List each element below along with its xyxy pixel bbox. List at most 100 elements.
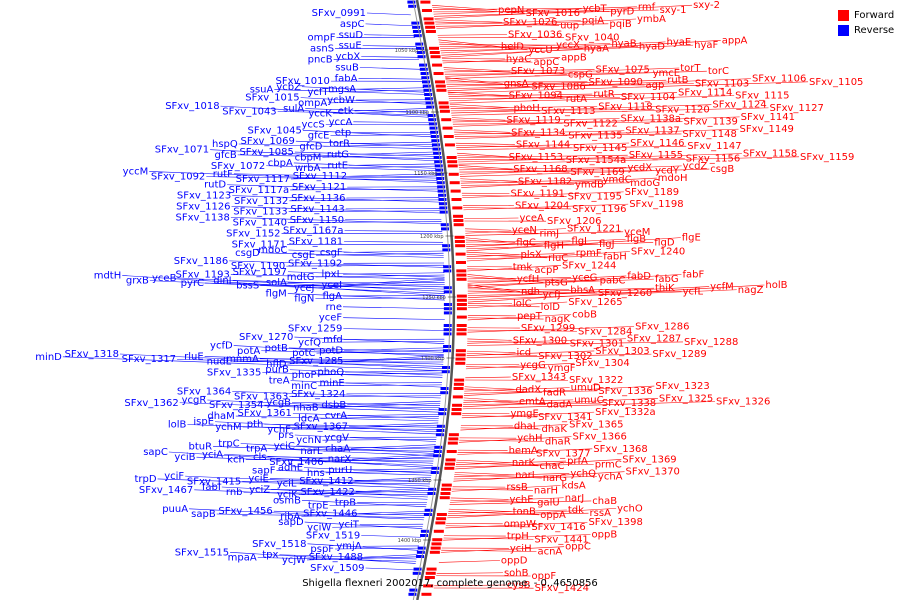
reverse-feature-glyph <box>422 80 431 84</box>
reverse-leader-line <box>364 34 415 36</box>
reverse-leader-line <box>235 415 439 422</box>
forward-gene-label-sfxv-1204: SFxv_1204 <box>515 201 569 212</box>
reverse-leader-line <box>365 23 413 27</box>
forward-leader-line <box>454 131 568 136</box>
reverse-leader-line <box>224 454 434 464</box>
reverse-feature-glyph <box>416 46 425 50</box>
reverse-leader-line <box>301 500 427 508</box>
reverse-feature-glyph <box>443 332 452 336</box>
forward-leader-line <box>435 23 609 27</box>
reverse-leader-line <box>359 67 421 70</box>
forward-gene-label-sxy-2: sxy-2 <box>693 0 720 11</box>
reverse-leader-line <box>257 557 417 562</box>
reverse-gene-label-grxb: grxB <box>126 276 149 287</box>
reverse-gene-label-csgd: csgD <box>235 248 260 259</box>
forward-gene-label-lolc: lolC <box>513 299 532 310</box>
reverse-feature-glyph <box>443 286 452 290</box>
reverse-feature-glyph <box>440 387 449 390</box>
forward-leader-line <box>465 240 571 243</box>
forward-leader-line <box>465 376 511 379</box>
reverse-feature-glyph <box>440 223 449 227</box>
forward-feature-glyph <box>453 223 464 227</box>
forward-gene-label-agp: agp <box>646 80 665 91</box>
reverse-gene-label-sola: solA <box>266 278 287 289</box>
reverse-leader-line <box>231 206 441 214</box>
forward-leader-line <box>440 41 666 54</box>
forward-gene-label-pyrd: pyrD <box>610 7 634 18</box>
forward-leader-line <box>451 107 769 116</box>
forward-gene-label-sfxv-1158: SFxv_1158 <box>743 149 797 160</box>
forward-gene-label-yccu: yccU <box>529 45 553 56</box>
reverse-feature-glyph <box>434 445 443 449</box>
forward-feature-glyph <box>430 55 441 59</box>
forward-feature-glyph <box>439 105 450 109</box>
reverse-leader-line <box>304 521 423 529</box>
forward-gene-label-nagk: nagK <box>545 314 571 325</box>
forward-leader-line <box>438 39 500 47</box>
reverse-leader-line <box>288 347 444 353</box>
reverse-gene-label-sfxv-1138: SFxv_1138 <box>176 212 230 223</box>
forward-feature-glyph <box>451 412 462 416</box>
reverse-feature-glyph <box>442 366 451 369</box>
reverse-gene-label-riba: ribA <box>280 511 300 522</box>
forward-leader-line <box>466 353 652 359</box>
reverse-leader-line <box>298 490 429 495</box>
forward-leader-line <box>467 288 570 291</box>
forward-gene-label-ymdb: ymdB <box>575 179 604 190</box>
reverse-gene-label-sfxv-1193: SFxv_1193 <box>175 270 229 281</box>
forward-leader-line <box>451 104 712 114</box>
forward-gene-label-sfxv-1169: SFxv_1169 <box>570 167 624 178</box>
forward-leader-line <box>456 145 687 151</box>
forward-feature-glyph <box>445 458 456 462</box>
forward-feature-glyph <box>454 240 465 243</box>
forward-feature-glyph <box>431 542 442 546</box>
forward-leader-line <box>467 338 512 341</box>
forward-leader-line <box>434 9 659 17</box>
reverse-gene-label-cbpa: cbpA <box>268 158 293 169</box>
reverse-gene-label-purb: purB <box>265 365 289 376</box>
reverse-leader-line <box>238 143 434 150</box>
forward-leader-line <box>466 256 603 260</box>
forward-gene-label-csgb: csgB <box>710 164 734 175</box>
forward-gene-label-narh: narH <box>534 485 558 496</box>
reverse-gene-label-fabi: fabI <box>202 482 221 493</box>
reverse-leader-line <box>365 567 415 571</box>
forward-feature-glyph <box>454 235 465 239</box>
reverse-leader-line <box>302 130 432 138</box>
forward-gene-label-yche: ychE <box>510 494 534 505</box>
reverse-gene-label-sfxv-1010: SFxv_1010 <box>275 76 329 87</box>
forward-leader-line <box>465 230 539 234</box>
forward-feature-glyph <box>433 529 444 533</box>
reverse-gene-label-sfxv-1043: SFxv_1043 <box>222 106 276 117</box>
reverse-leader-line <box>213 446 435 456</box>
forward-leader-line <box>432 7 525 14</box>
forward-leader-line <box>463 397 519 402</box>
reverse-leader-line <box>361 56 419 58</box>
forward-gene-label-sfxv-1016: SFxv_1016 <box>526 8 580 19</box>
forward-leader-line <box>459 165 682 175</box>
forward-gene-label-sfxv-1341: SFxv_1341 <box>538 412 592 423</box>
forward-gene-label-sfxv-1288: SFxv_1288 <box>684 337 738 348</box>
reverse-feature-glyph <box>433 156 442 159</box>
forward-leader-line <box>441 40 721 58</box>
forward-gene-label-sfxv-1148: SFxv_1148 <box>682 129 736 140</box>
reverse-gene-label-ycic: yciC <box>274 441 295 452</box>
forward-gene-label-sfxv-1338: SFxv_1338 <box>602 398 656 409</box>
forward-feature-glyph <box>426 567 437 571</box>
reverse-leader-line <box>189 508 424 521</box>
reverse-leader-line <box>262 372 443 378</box>
forward-leader-line <box>441 44 694 56</box>
forward-feature-glyph <box>425 30 436 33</box>
reverse-leader-line <box>343 277 445 286</box>
reverse-feature-glyph <box>431 466 440 470</box>
forward-leader-line <box>445 67 680 77</box>
reverse-leader-line <box>206 176 438 181</box>
forward-gene-label-torc: torC <box>708 66 729 77</box>
reverse-gene-label-sfxv-1112: SFxv_1112 <box>293 171 347 182</box>
forward-leader-line <box>436 18 636 29</box>
reverse-gene-label-ychf: ychF <box>267 424 291 435</box>
reverse-feature-glyph <box>415 42 424 46</box>
reverse-feature-glyph <box>428 487 437 491</box>
forward-leader-line <box>434 4 693 19</box>
forward-leader-line <box>461 411 595 419</box>
